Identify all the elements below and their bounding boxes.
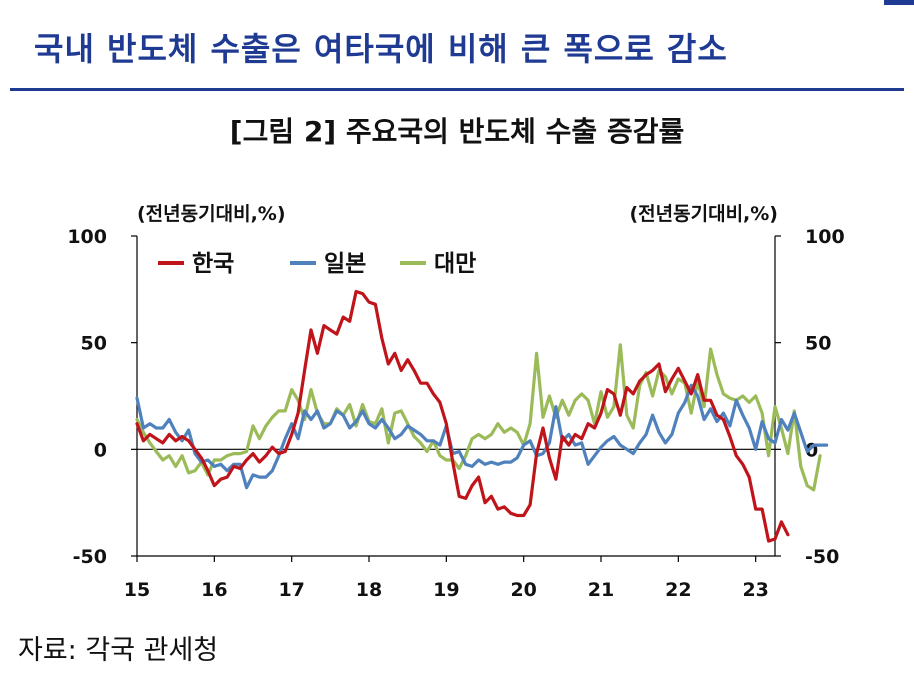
top-corner-accent	[884, 0, 914, 5]
y-tick-label-left: 0	[94, 439, 107, 461]
headline-rule	[10, 88, 904, 91]
top-rule	[0, 0, 914, 6]
y-tick-label-right: 100	[805, 226, 845, 248]
x-tick-label: 19	[433, 579, 459, 601]
series-line-korea	[135, 289, 790, 543]
y-tick-label-left: 100	[67, 226, 107, 248]
y-tick-label-right: 50	[805, 333, 831, 355]
x-tick-label: 15	[124, 579, 150, 601]
x-tick-label: 22	[665, 579, 691, 601]
y-axis-unit-left: (전년동기대비,%)	[137, 203, 286, 225]
y-tick-label-left: 50	[81, 333, 107, 355]
y-tick-label-left: -50	[73, 546, 107, 568]
x-tick-label: 23	[742, 579, 768, 601]
x-tick-label: 21	[588, 579, 614, 601]
figure-title: [그림 2] 주요국의 반도체 수출 증감률	[229, 115, 685, 148]
x-tick-label: 18	[356, 579, 382, 601]
legend: 한국 일본 대만	[158, 251, 476, 277]
headline: 국내 반도체 수출은 여타국에 비해 큰 폭으로 감소	[34, 30, 728, 68]
legend-label-taiwan: 대만	[434, 251, 476, 277]
y-tick-label-right: -50	[805, 546, 839, 568]
legend-label-japan: 일본	[324, 251, 366, 277]
x-tick-label: 20	[510, 579, 536, 601]
y-axis-unit-right: (전년동기대비,%)	[629, 203, 778, 225]
series-line-taiwan	[135, 343, 822, 492]
legend-label-korea: 한국	[192, 251, 234, 277]
series-line-japan	[135, 383, 829, 490]
x-tick-label: 16	[201, 579, 227, 601]
source-note: 자료: 각국 관세청	[18, 635, 219, 666]
series-layer	[135, 289, 829, 543]
x-tick-label: 17	[278, 579, 304, 601]
